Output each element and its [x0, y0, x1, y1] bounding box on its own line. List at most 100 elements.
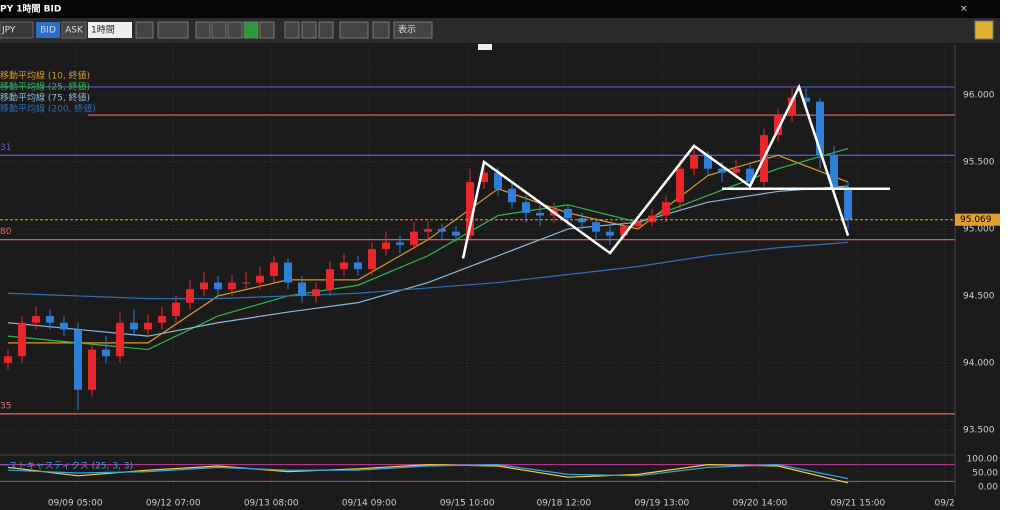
icon-button[interactable] [318, 21, 334, 39]
candle-body [662, 202, 671, 216]
icon-button[interactable] [211, 21, 227, 39]
icon-button[interactable] [372, 21, 390, 39]
candle-body [578, 218, 587, 223]
legend-entry: 移動平均線 (75, 終値) [0, 92, 90, 104]
pattern-line [461, 83, 850, 259]
candle-body [31, 316, 40, 323]
candle-body [297, 282, 306, 296]
icon-button[interactable] [243, 21, 259, 39]
icon-button[interactable] [135, 21, 154, 39]
ask-label: ASK [65, 26, 84, 36]
icon-button[interactable] [195, 21, 211, 39]
candle-body [143, 322, 152, 330]
icon-button[interactable] [339, 21, 369, 39]
level-label: 35 [0, 401, 11, 411]
candle-body [87, 349, 96, 390]
candle-body [606, 231, 615, 236]
bid-label: BID [40, 26, 56, 36]
candle-body [830, 155, 839, 189]
candle-body [382, 242, 391, 250]
level-label: 80 [0, 227, 12, 237]
candle-body [746, 168, 755, 183]
icon-button[interactable] [259, 21, 275, 39]
candle-body [115, 322, 124, 357]
candle-body [648, 215, 657, 223]
legend-entry: 移動平均線 (25, 終値) [0, 81, 90, 93]
view-button[interactable] [393, 21, 433, 39]
candle-body [326, 269, 335, 290]
candle-body [522, 202, 531, 213]
candle-body [676, 168, 685, 203]
candle-body [185, 289, 194, 303]
oscillator-line [7, 463, 849, 480]
candle-body [620, 226, 629, 236]
y-tick-label: 95.500 [963, 157, 995, 167]
close-button[interactable]: ✕ [960, 5, 968, 15]
icon-button[interactable] [301, 21, 317, 39]
interval-select[interactable] [88, 22, 132, 38]
candle-body [213, 282, 222, 290]
oscillator-line [7, 463, 849, 484]
candle-body [424, 228, 433, 232]
oscillator-tick-label: 0.00 [978, 483, 998, 493]
icon-button[interactable] [227, 21, 243, 39]
x-tick-label: 09/21 15:00 [830, 499, 885, 509]
bid-button[interactable] [36, 22, 60, 38]
current-price-label: 95.069 [960, 215, 992, 225]
ask-button[interactable] [61, 21, 87, 39]
moving-average [7, 241, 849, 300]
candle-body [788, 97, 797, 116]
candle-body [340, 262, 349, 270]
panel-handle[interactable] [478, 44, 492, 50]
oscillator-tick-label: 100.00 [967, 455, 999, 465]
candle-body [690, 155, 699, 169]
legend-entry: 移動平均線 (200, 終値) [0, 103, 96, 115]
candle-body [171, 302, 180, 317]
icon-button[interactable] [157, 21, 189, 39]
symbol-select[interactable] [0, 21, 34, 39]
x-tick-label: 09/09 05:00 [48, 499, 103, 509]
candle-body [844, 188, 853, 220]
oscillator-tick-label: 50.00 [972, 469, 998, 479]
layout-button[interactable] [974, 20, 994, 40]
candle-body [73, 329, 82, 390]
view-label: 表示 [398, 24, 416, 36]
candle-body [718, 168, 727, 173]
candle-body [466, 182, 475, 236]
x-tick-label: 09/2 [935, 499, 955, 509]
candle-body [564, 208, 573, 219]
candle-body [438, 228, 447, 232]
candle-body [157, 316, 166, 323]
candle-body [45, 316, 54, 323]
y-tick-label: 93.500 [963, 425, 995, 435]
y-tick-label: 95.000 [963, 224, 995, 234]
level-label: 31 [0, 143, 11, 153]
y-tick-label: 94.500 [963, 291, 995, 301]
candle-body [283, 262, 292, 283]
candle-body [452, 231, 461, 236]
candle-body [396, 242, 405, 246]
x-tick-label: 09/15 10:00 [440, 499, 495, 509]
moving-average [7, 147, 849, 351]
candle-body [634, 222, 643, 227]
current-price-box [955, 213, 1000, 226]
candle-body [508, 188, 517, 203]
icon-button[interactable] [284, 21, 300, 39]
candle-body [354, 262, 363, 270]
candle-body [255, 275, 264, 283]
toolbar-icons [135, 20, 994, 40]
y-tick-label: 94.000 [963, 358, 995, 368]
candle-body [17, 322, 26, 357]
candle-body [802, 97, 811, 102]
candle-body [368, 249, 377, 270]
candle-body [494, 172, 503, 189]
candle-body [592, 222, 601, 232]
window-title: PY 1時間 BID [0, 3, 61, 15]
symbol: JPY [1, 26, 16, 36]
candle-body [732, 168, 741, 173]
candle-body [536, 212, 545, 216]
candle-body [3, 356, 12, 363]
candle-body [227, 282, 236, 290]
